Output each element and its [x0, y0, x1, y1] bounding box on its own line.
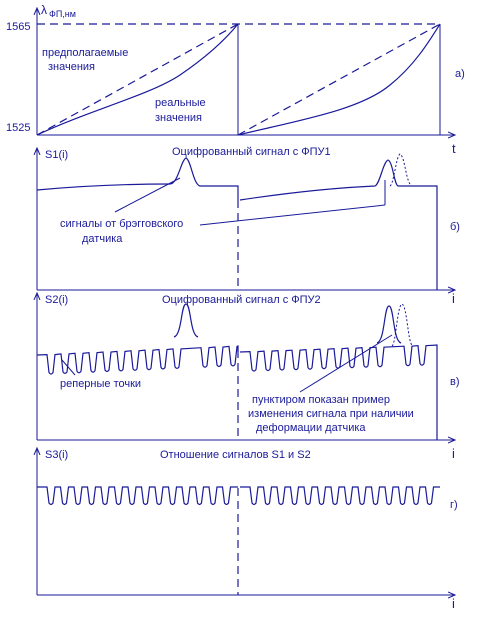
panel-d: S3(i) Отношение сигналов S1 и S2 г) i	[37, 448, 458, 611]
signal	[36, 345, 239, 375]
deformed	[391, 303, 413, 347]
tag: в)	[450, 376, 460, 388]
real-curve	[237, 23, 441, 136]
real-curve	[36, 23, 239, 136]
tag: а)	[455, 68, 465, 80]
axis-label: S3(i)	[45, 449, 68, 461]
title: Отношение сигналов S1 и S2	[160, 449, 311, 461]
y-top: 1565	[6, 21, 30, 33]
signal	[239, 344, 438, 440]
signal	[239, 159, 438, 290]
x-label: t	[452, 141, 456, 156]
axis-subscript: ФП,нм	[49, 9, 76, 19]
tag: б)	[450, 221, 460, 233]
title: Оцифрованный сигнал с ФПУ1	[172, 146, 331, 158]
axis-symbol: λ	[41, 3, 47, 17]
signal	[37, 486, 238, 506]
note: сигналы от брэгговского	[60, 218, 183, 230]
panel-a: λ ФП,нм 1565 1525 предполагаемые значени…	[6, 3, 465, 156]
label: значения	[48, 61, 95, 73]
label: реальные	[155, 97, 206, 109]
peak	[376, 305, 402, 344]
axis-label: S2(i)	[45, 294, 68, 306]
x-label: i	[452, 446, 455, 461]
expected-line	[36, 23, 239, 136]
title: Оцифрованный сигнал с ФПУ2	[162, 294, 321, 306]
peak	[173, 303, 199, 338]
pointer	[61, 359, 76, 376]
pointer	[199, 204, 386, 226]
pointer	[299, 334, 393, 393]
expected-line	[237, 23, 441, 136]
panel-c: S2(i) Оцифрованный сигнал с ФПУ2 реперны…	[37, 293, 460, 461]
note: деформации датчика	[256, 422, 366, 434]
signal	[240, 486, 440, 506]
tag: г)	[450, 499, 458, 511]
deformed	[389, 153, 413, 187]
signal	[36, 157, 239, 200]
y-bottom: 1525	[6, 122, 30, 134]
panel-b: S1(i) Оцифрованный сигнал с ФПУ1 сигналы…	[37, 146, 460, 306]
axis-label: S1(i)	[45, 149, 68, 161]
label: значения	[155, 112, 202, 124]
note: реперные точки	[60, 378, 141, 390]
label: предполагаемые	[42, 47, 128, 59]
x-label: i	[452, 291, 455, 306]
note: пунктиром показан пример	[252, 394, 390, 406]
note: изменения сигнала при наличии	[248, 408, 414, 420]
pointer	[114, 177, 181, 213]
note: датчика	[82, 233, 123, 245]
x-label: i	[452, 596, 455, 611]
